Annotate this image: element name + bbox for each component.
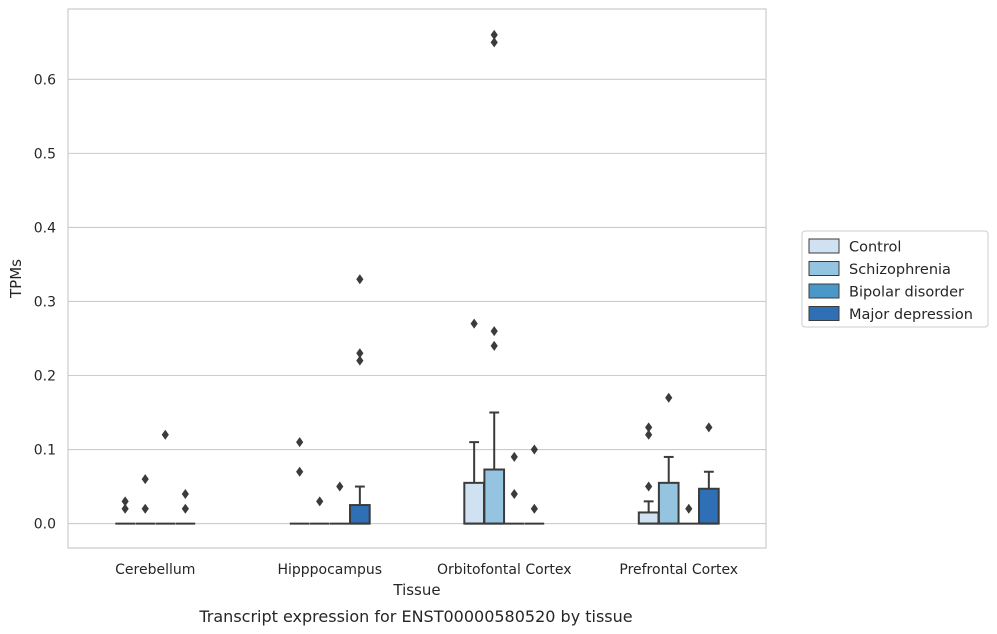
y-axis-title: TPMs bbox=[7, 259, 25, 299]
box-0-3 bbox=[637, 422, 660, 525]
outlier-point bbox=[316, 496, 324, 507]
outlier-point bbox=[141, 503, 149, 514]
outlier-point bbox=[296, 437, 304, 448]
outlier-point bbox=[645, 481, 653, 492]
outlier-point bbox=[121, 503, 129, 514]
box-2-1 bbox=[329, 481, 350, 525]
outlier-point bbox=[181, 503, 189, 514]
chart-caption: Transcript expression for ENST0000058052… bbox=[198, 607, 632, 626]
box-body bbox=[349, 504, 371, 525]
box-1-3 bbox=[657, 392, 680, 525]
x-axis-ticks: Cerebellum Hipppocampus Orbitofontal Corte… bbox=[115, 562, 738, 578]
box-3-1 bbox=[349, 274, 371, 525]
outlier-point bbox=[530, 444, 538, 455]
plot-frame bbox=[67, 8, 767, 549]
outlier-point bbox=[665, 392, 673, 403]
outlier-point bbox=[685, 503, 693, 514]
outlier-point bbox=[645, 429, 653, 440]
outlier-point bbox=[530, 503, 538, 514]
y-tick-label: 0.3 bbox=[34, 294, 56, 310]
outlier-point bbox=[356, 348, 364, 359]
outlier-point bbox=[296, 466, 304, 477]
box-3-2 bbox=[524, 444, 545, 525]
boxes bbox=[115, 29, 720, 525]
box-body bbox=[483, 468, 506, 525]
box-0-1 bbox=[289, 437, 310, 525]
box-1-2 bbox=[483, 29, 506, 525]
box-3-3 bbox=[698, 422, 720, 525]
y-tick-label: 0.5 bbox=[34, 146, 56, 162]
x-axis-title: Tissue bbox=[392, 581, 440, 599]
legend-label: Major depression bbox=[849, 307, 973, 323]
box-body bbox=[698, 487, 720, 525]
legend-label: Schizophrenia bbox=[849, 262, 951, 278]
box-body bbox=[463, 481, 485, 525]
box-1-1 bbox=[309, 496, 330, 525]
outlier-point bbox=[490, 326, 498, 337]
y-tick-label: 0.1 bbox=[34, 443, 56, 459]
box-1-0 bbox=[135, 474, 156, 525]
box-0-0 bbox=[115, 496, 135, 525]
outlier-point bbox=[510, 451, 518, 462]
legend-swatch bbox=[808, 306, 840, 321]
x-tick-label: Prefrontal Cortex bbox=[619, 562, 738, 578]
y-tick-label: 0.6 bbox=[34, 72, 56, 88]
outlier-point bbox=[356, 274, 364, 285]
outlier-point bbox=[121, 496, 129, 507]
outlier-point bbox=[356, 355, 364, 366]
x-tick-label: Orbitofontal Cortex bbox=[437, 562, 572, 578]
y-axis-ticks: 0.0 0.1 0.2 0.3 0.4 0.5 0.6 bbox=[34, 72, 56, 532]
legend-swatch bbox=[808, 238, 840, 254]
x-tick-label: Hipppocampus bbox=[277, 562, 382, 578]
grid-lines bbox=[68, 78, 766, 525]
box-0-2 bbox=[463, 318, 485, 525]
outlier-point bbox=[490, 340, 498, 351]
outlier-point bbox=[141, 474, 149, 485]
outlier-point bbox=[490, 29, 498, 40]
legend-label: Bipolar disorder bbox=[849, 285, 964, 301]
box-body bbox=[657, 481, 680, 525]
outlier-point bbox=[161, 429, 169, 440]
legend-swatch bbox=[808, 283, 840, 299]
legend-frame bbox=[801, 230, 989, 328]
legend: Control Schizophrenia Bipolar disorder Majo… bbox=[801, 230, 989, 328]
outlier-point bbox=[181, 488, 189, 499]
box-3-0 bbox=[175, 488, 196, 525]
y-tick-label: 0.4 bbox=[34, 220, 56, 236]
legend-label: Control bbox=[849, 240, 901, 256]
outlier-point bbox=[645, 422, 653, 433]
box-2-2 bbox=[504, 451, 525, 525]
box-2-0 bbox=[155, 429, 176, 525]
outlier-point bbox=[470, 318, 478, 329]
outlier-point bbox=[705, 422, 713, 433]
box-body bbox=[637, 511, 660, 525]
outlier-point bbox=[490, 37, 498, 48]
legend-swatch bbox=[808, 261, 840, 276]
box-2-3 bbox=[678, 503, 699, 525]
y-tick-label: 0.0 bbox=[34, 517, 56, 533]
outlier-point bbox=[510, 488, 518, 499]
outlier-point bbox=[336, 481, 344, 492]
y-tick-label: 0.2 bbox=[34, 368, 56, 384]
x-tick-label: Cerebellum bbox=[115, 562, 195, 578]
